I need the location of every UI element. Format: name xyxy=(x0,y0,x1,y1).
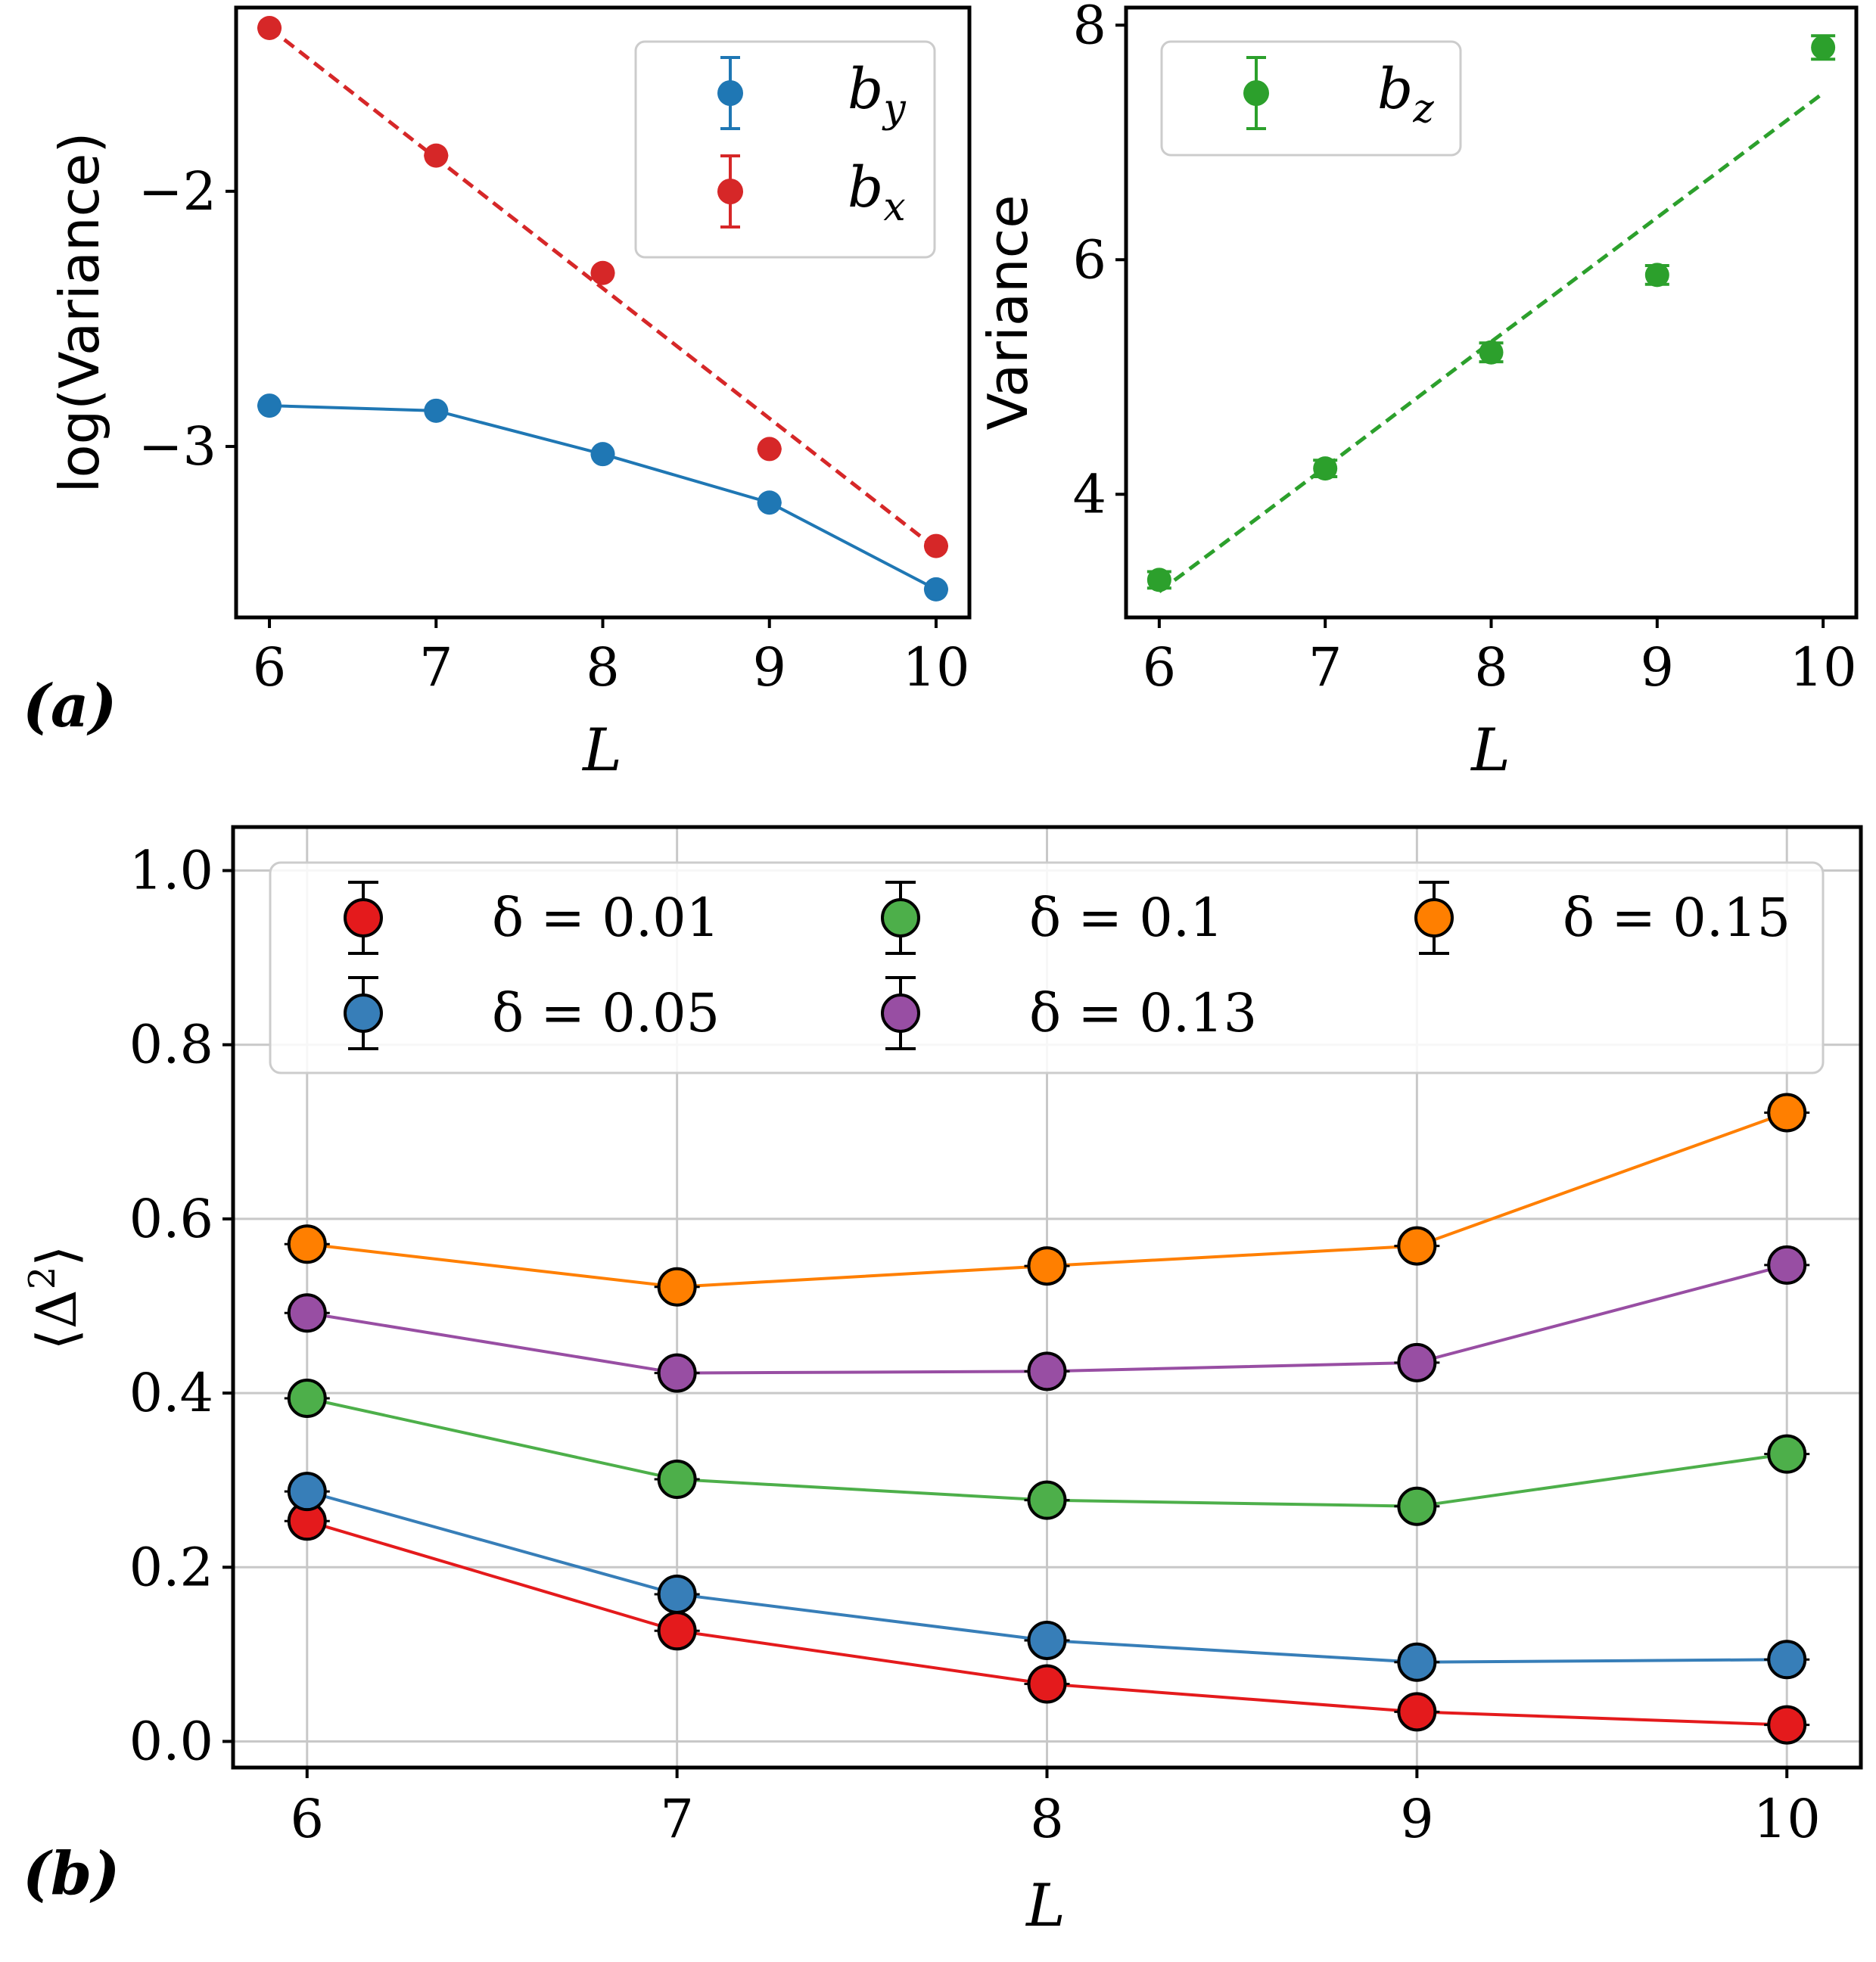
legend-marker xyxy=(881,898,920,937)
y-tick-label: 0.6 xyxy=(129,1188,213,1250)
legend-marker xyxy=(717,179,743,204)
y-tick-label: 6 xyxy=(1072,229,1106,291)
data-point-b_x xyxy=(424,143,449,168)
x-tick-label: 6 xyxy=(253,636,287,698)
data-point-b_x xyxy=(257,15,282,40)
panel-b-label: (b) xyxy=(23,1839,120,1908)
data-point-b_y xyxy=(590,442,615,467)
y-tick-label: 1.0 xyxy=(129,840,213,902)
data-point-b_y xyxy=(923,577,948,602)
data-point xyxy=(657,1574,697,1614)
data-point xyxy=(1767,1093,1807,1133)
data-point-b_y xyxy=(757,490,782,515)
data-point-b_x xyxy=(923,533,948,558)
data-point-b_z xyxy=(1479,340,1504,365)
data-point xyxy=(1767,1245,1807,1285)
data-point-b_z xyxy=(1811,35,1836,60)
data-point xyxy=(1397,1342,1437,1382)
x-tick-label: 8 xyxy=(586,636,620,698)
legend-label: δ = 0.15 xyxy=(1563,887,1790,949)
data-point-b_y xyxy=(424,398,449,423)
legend-label: δ = 0.1 xyxy=(1029,887,1224,949)
x-tick-label: 9 xyxy=(1641,636,1675,698)
data-point xyxy=(657,1460,697,1500)
legend-b: δ = 0.01 δ = 0.05 δ = 0.1 δ = 0.13 δ = 0.15 xyxy=(269,861,1825,1074)
x-tick-label: 7 xyxy=(419,636,453,698)
data-point xyxy=(657,1353,697,1393)
data-point xyxy=(1397,1486,1437,1526)
legend-marker xyxy=(717,80,743,106)
legend-marker xyxy=(1414,898,1454,937)
legend-a-right: bz xyxy=(1160,40,1462,157)
legend-marker xyxy=(344,898,383,937)
y-tick-label: 0.8 xyxy=(129,1014,213,1076)
data-point xyxy=(657,1611,697,1651)
x-tick-label: 10 xyxy=(1753,1788,1821,1850)
data-point-b_x xyxy=(757,437,782,462)
legend-label: δ = 0.01 xyxy=(492,887,720,949)
legend-marker xyxy=(1243,80,1269,106)
panel-b-chart: ⟨Δ2⟩ L (b) 6 7 8 9 10 0.0 0.2 0.4 0.6 0.8 1.0 δ = … xyxy=(21,825,1863,1940)
x-tick-label: 6 xyxy=(1143,636,1177,698)
series-line-b_y xyxy=(269,404,937,591)
data-point xyxy=(1767,1640,1807,1680)
panel-a-right-chart: Variance L 6 7 8 9 10 4 6 8 bz xyxy=(976,0,1859,785)
x-tick-label: 7 xyxy=(660,1788,694,1850)
data-point xyxy=(287,1379,327,1419)
data-point xyxy=(657,1267,697,1307)
panel-b-ylabel: ⟨Δ2⟩ xyxy=(21,1245,89,1351)
panel-a-left-xlabel: L xyxy=(581,717,622,785)
x-tick-label: 8 xyxy=(1474,636,1508,698)
data-point xyxy=(1767,1434,1807,1474)
data-point xyxy=(1027,1351,1067,1391)
x-tick-label: 10 xyxy=(1790,636,1857,698)
data-point xyxy=(1397,1226,1437,1266)
panel-a-right-xlabel: L xyxy=(1470,717,1510,785)
fit-line-b_z xyxy=(1158,92,1825,593)
legend-label-b_z: bz xyxy=(1377,57,1434,132)
data-point xyxy=(1767,1705,1807,1745)
panel-a-right-ylabel: Variance xyxy=(976,194,1040,430)
fit-line-b_x xyxy=(268,26,938,550)
x-tick-label: 9 xyxy=(752,636,786,698)
legend-marker xyxy=(881,993,920,1033)
data-point xyxy=(287,1224,327,1264)
panel-a-left-ylabel: log(Variance) xyxy=(48,132,111,493)
panel-b-xlabel: L xyxy=(1025,1872,1066,1940)
data-point-b_x xyxy=(590,260,615,285)
y-tick-label: 0.4 xyxy=(129,1362,213,1424)
data-point-b_y xyxy=(257,393,282,418)
data-point xyxy=(1397,1642,1437,1682)
data-point xyxy=(1027,1664,1067,1704)
y-tick-label: −2 xyxy=(138,160,216,222)
data-point-b_z xyxy=(1146,567,1171,592)
x-tick-label: 6 xyxy=(290,1788,324,1850)
data-point xyxy=(1397,1692,1437,1732)
y-tick-label: −3 xyxy=(138,415,216,477)
x-tick-label: 10 xyxy=(902,636,969,698)
y-tick-label: 0.0 xyxy=(129,1710,213,1772)
y-tick-label: 0.2 xyxy=(129,1536,213,1598)
data-point-b_z xyxy=(1313,456,1338,481)
data-point xyxy=(287,1472,327,1512)
legend-label: δ = 0.13 xyxy=(1029,982,1257,1044)
x-tick-label: 9 xyxy=(1400,1788,1434,1850)
legend-marker xyxy=(344,993,383,1033)
data-point xyxy=(1027,1246,1067,1286)
x-tick-label: 7 xyxy=(1308,636,1342,698)
legend-label: δ = 0.05 xyxy=(492,982,720,1044)
data-point xyxy=(1027,1620,1067,1660)
x-tick-label: 8 xyxy=(1030,1788,1064,1850)
data-point xyxy=(1027,1480,1067,1520)
panel-a-label: (a) xyxy=(23,672,117,741)
y-tick-label: 4 xyxy=(1072,463,1106,525)
data-point xyxy=(287,1293,327,1333)
data-point-b_z xyxy=(1644,263,1669,288)
y-tick-label: 8 xyxy=(1072,0,1106,56)
